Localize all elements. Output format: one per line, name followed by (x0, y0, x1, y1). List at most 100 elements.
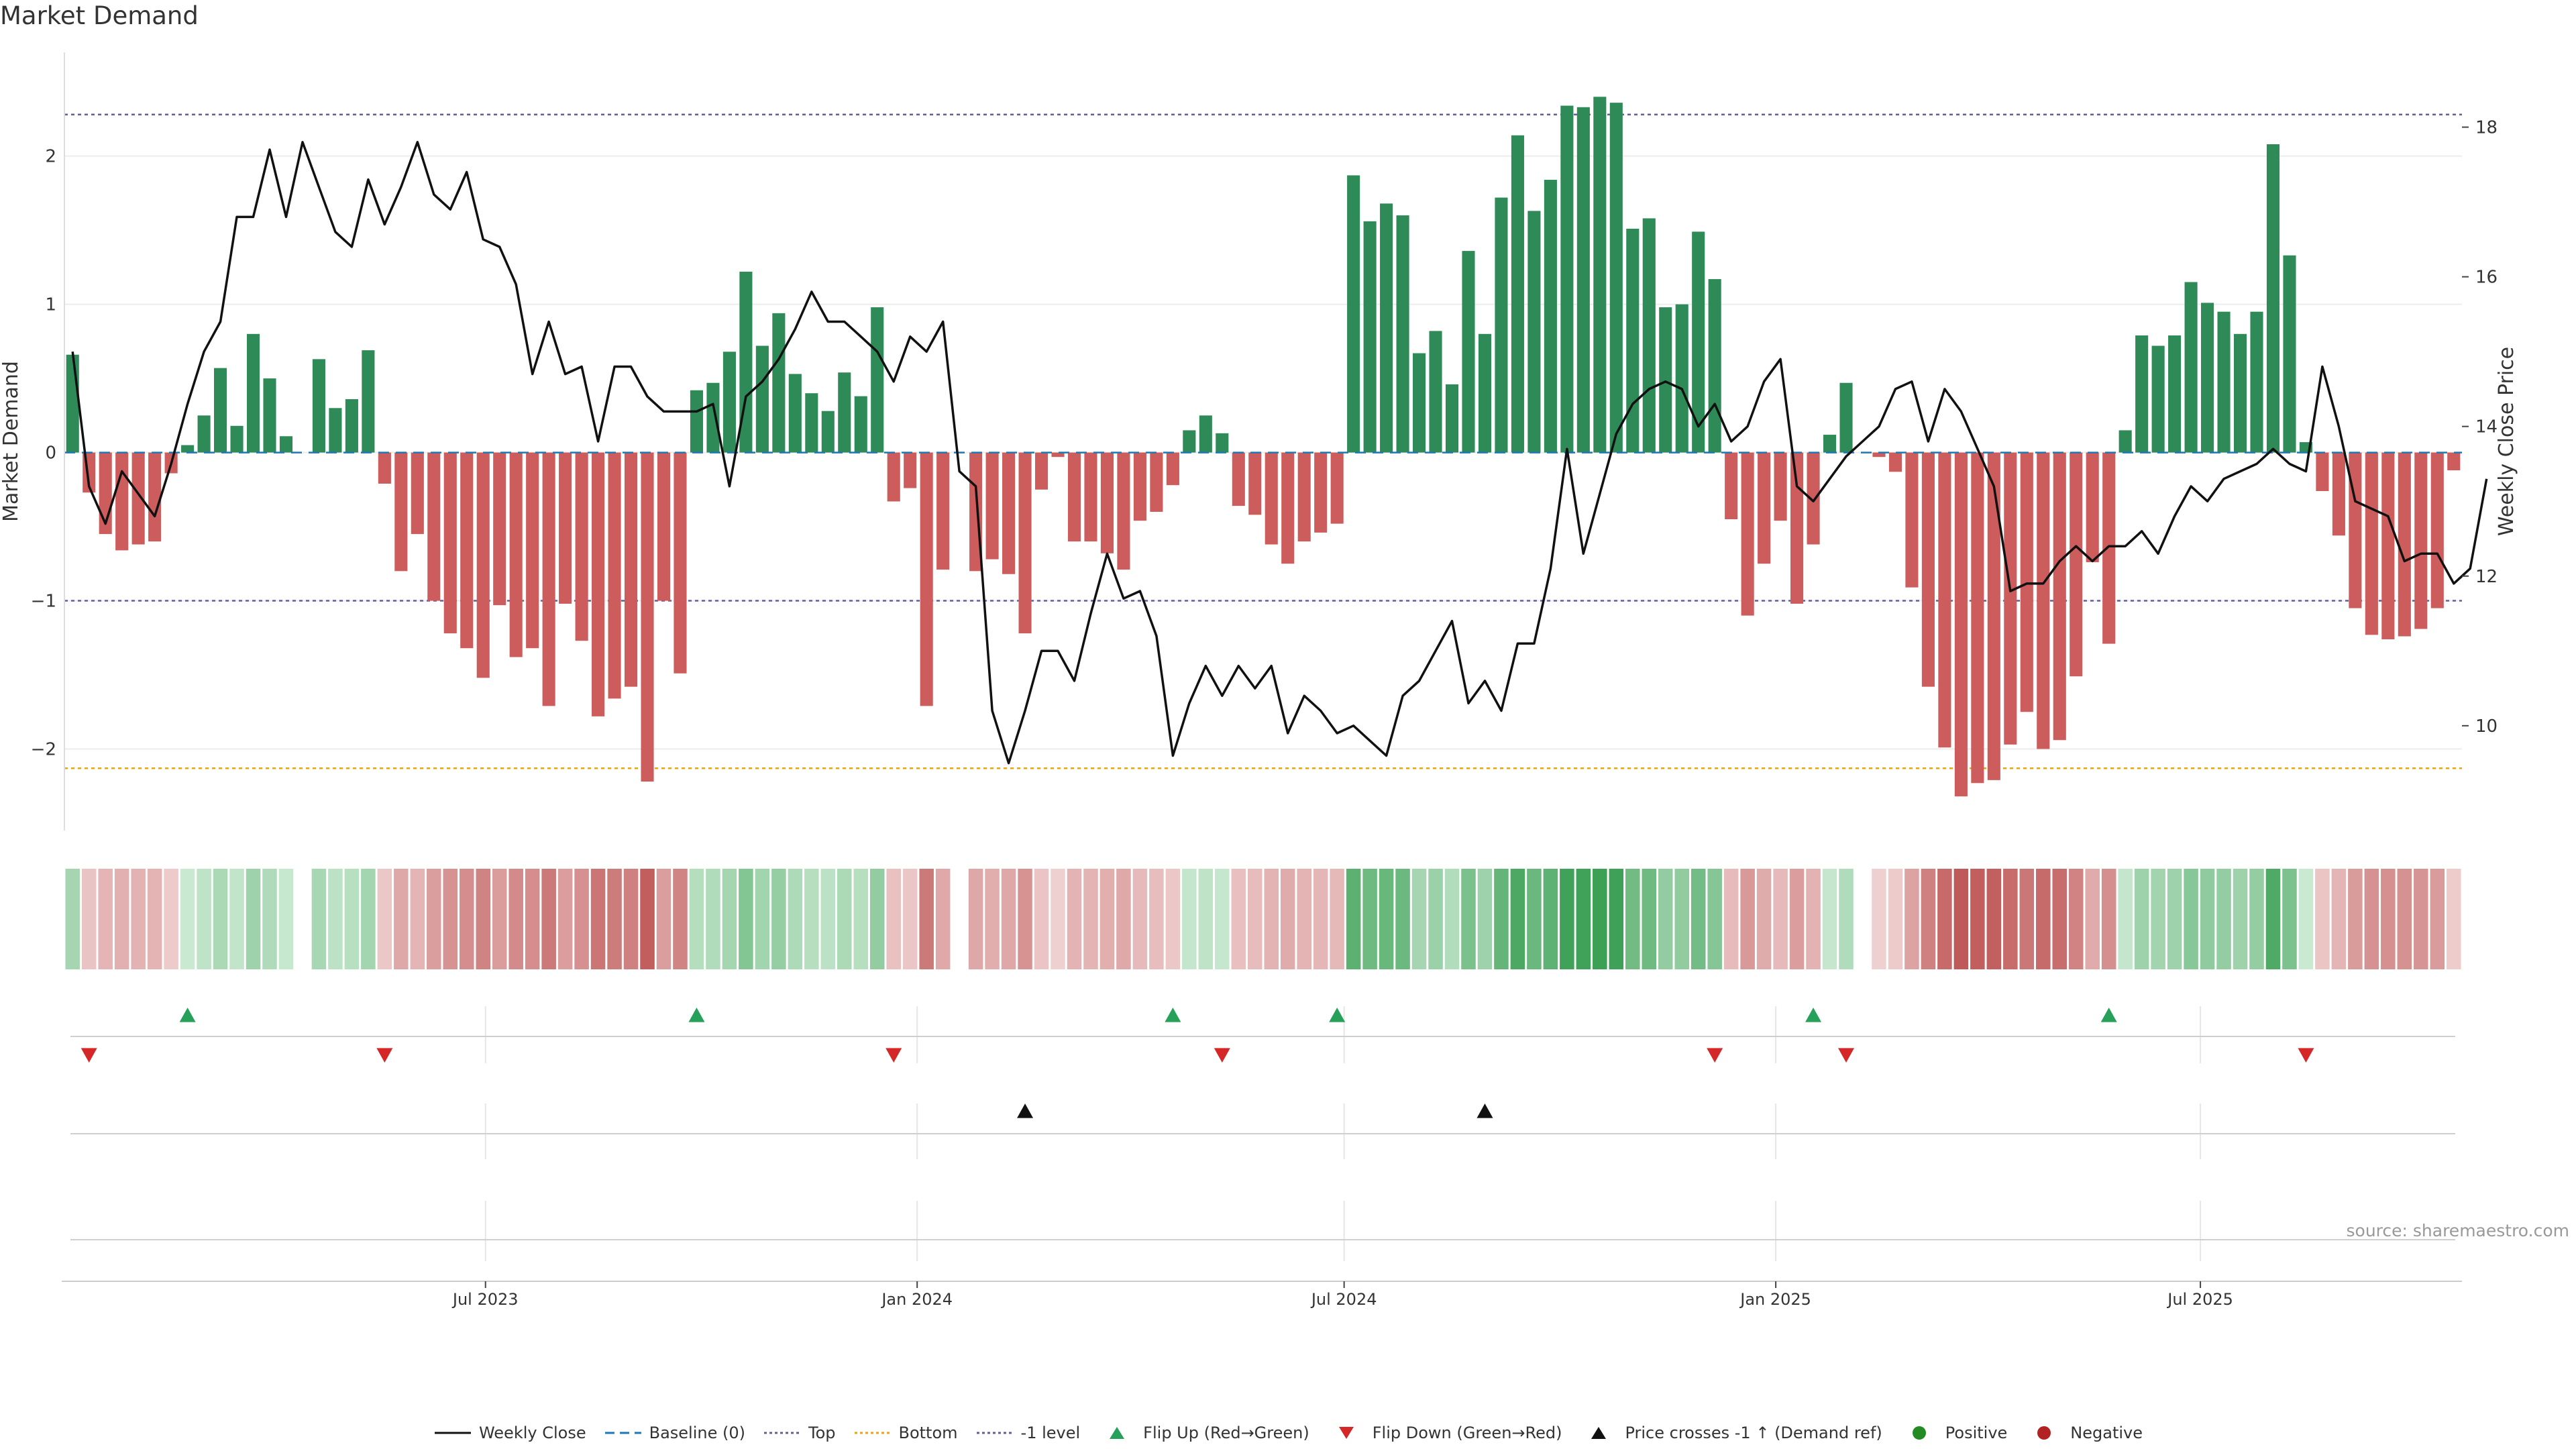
gridlines (64, 155, 2462, 750)
legend-label: Price crosses -1 ↑ (Demand ref) (1625, 1424, 1882, 1442)
demand-bar (1248, 452, 1262, 515)
heat-cell (837, 869, 852, 969)
heat-cell (2068, 869, 2084, 969)
demand-bar (509, 452, 523, 657)
demand-bar (1150, 452, 1163, 512)
heat-cell (410, 869, 425, 969)
heat-cell (557, 869, 573, 969)
demand-bar (821, 411, 835, 453)
demand-bar (657, 452, 671, 601)
heat-cell (640, 869, 655, 969)
heat-cell (2019, 869, 2035, 969)
demand-bar (739, 272, 753, 453)
heat-cell (902, 869, 918, 969)
heat-cell (1461, 869, 1476, 969)
heat-cell (1362, 869, 1377, 969)
demand-bar (1659, 307, 1672, 453)
heat-cell (2397, 869, 2412, 969)
heat-cell (98, 869, 113, 969)
demand-bar (1675, 304, 1688, 453)
demand-bar (706, 382, 720, 453)
demand-bar (805, 393, 818, 453)
heat-cell (706, 869, 720, 969)
heat-cell (1658, 869, 1673, 969)
demand-bar (1823, 435, 1837, 453)
legend-label: -1 level (1020, 1424, 1081, 1442)
demand-bar (2430, 452, 2444, 608)
y2-axis-label: Weekly Close Price (2495, 347, 2518, 536)
demand-bar (411, 452, 424, 535)
demand-bar (690, 390, 704, 453)
heat-cell (1953, 869, 1969, 969)
y-tick-label: −2 (31, 739, 56, 759)
legend-item-positive: Positive (1900, 1424, 2007, 1442)
demand-bar (1708, 279, 1721, 453)
demand-bar (1692, 231, 1705, 453)
heat-cell (2331, 869, 2347, 969)
demand-bar (66, 354, 79, 453)
heat-cell (1247, 869, 1263, 969)
y2-tick-label: 16 (2475, 268, 2498, 288)
heat-cell (180, 869, 195, 969)
demand-bar (362, 350, 375, 453)
demand-bar (1576, 107, 1590, 453)
heat-cell (2364, 869, 2379, 969)
heat-cell (525, 869, 540, 969)
demand-bar (148, 452, 162, 542)
heat-cell (722, 869, 737, 969)
demand-bar (1067, 452, 1081, 542)
x-axis: Jul 2023 Jan 2024 Jul 2024 Jan 2025 Jul 2025 (62, 1281, 2462, 1309)
heat-cell (311, 869, 327, 969)
demand-bar (1133, 452, 1146, 521)
heat-cell (1839, 869, 1854, 969)
heat-cell (278, 869, 294, 969)
demand-bar (493, 452, 506, 606)
demand-bar (1018, 452, 1032, 634)
heat-cell (1477, 869, 1493, 969)
heat-cell (328, 869, 343, 969)
price-cross-marker (1477, 1104, 1493, 1118)
heat-cell (2298, 869, 2314, 969)
heat-cell (886, 869, 901, 969)
demand-bar (871, 307, 884, 453)
demand-bar (2168, 335, 2182, 453)
demand-bar (1396, 215, 1409, 453)
heat-cell (1034, 869, 1049, 969)
x-tick-label: Jan 2024 (880, 1290, 953, 1309)
demand-bar (2201, 303, 2214, 453)
demand-bar (1905, 452, 1919, 588)
heat-cell (2167, 869, 2182, 969)
demand-bar (1971, 452, 1984, 784)
demand-bar (920, 452, 933, 706)
heat-cell (1690, 869, 1706, 969)
legend-item-negative: Negative (2025, 1424, 2143, 1442)
heat-cell (2118, 869, 2133, 969)
legend-label: Bottom (898, 1424, 958, 1442)
heat-cell (2233, 869, 2248, 969)
heat-cell (1411, 869, 1427, 969)
heat-cell (344, 869, 360, 969)
demand-bar (2004, 452, 2017, 745)
demand-bar (1281, 452, 1295, 564)
y-tick-label: −1 (31, 592, 56, 612)
heat-cell (1543, 869, 1558, 969)
heat-cell (1165, 869, 1181, 969)
flip-down-marker (1838, 1048, 1855, 1063)
demand-bar (1216, 433, 1229, 453)
demand-bar (2381, 452, 2395, 639)
demand-bar (1921, 452, 1935, 687)
heat-cell (1723, 869, 1739, 969)
demand-bar (1593, 97, 1607, 453)
legend-item-flip-up: Flip Up (Red→Green) (1097, 1424, 1309, 1442)
heat-cell (590, 869, 606, 969)
heat-cell (1231, 869, 1246, 969)
heat-cell (2200, 869, 2215, 969)
demand-bar (263, 378, 276, 453)
demand-heat-strip (65, 869, 2461, 969)
heat-cell (1904, 869, 1919, 969)
heat-cell (1855, 869, 1870, 969)
flip-down-marker (885, 1048, 902, 1063)
heat-cell (1379, 869, 1394, 969)
demand-bar (2332, 452, 2345, 536)
